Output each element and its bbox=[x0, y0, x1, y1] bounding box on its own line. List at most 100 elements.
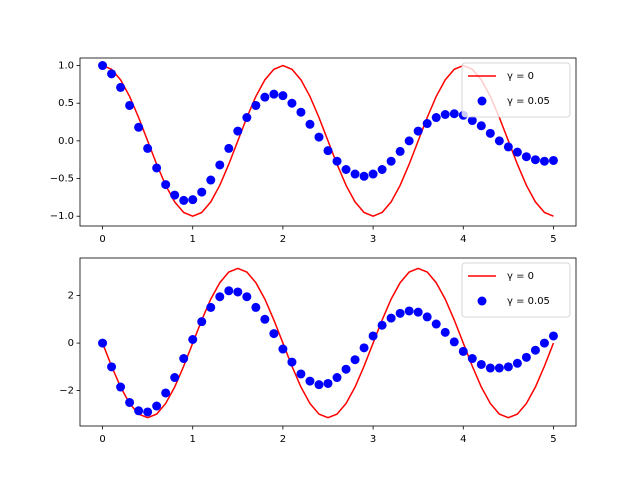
point bbox=[404, 306, 414, 316]
legend-label: γ = 0 bbox=[507, 71, 534, 82]
point bbox=[305, 376, 315, 386]
y-tick-label: 0.0 bbox=[58, 136, 74, 147]
point bbox=[269, 329, 279, 339]
x-tick-label: 1 bbox=[190, 234, 196, 245]
point bbox=[548, 155, 558, 165]
point bbox=[152, 401, 162, 411]
legend-swatch bbox=[477, 296, 487, 306]
point bbox=[161, 388, 171, 398]
x-tick-label: 2 bbox=[280, 434, 286, 445]
point bbox=[341, 164, 351, 174]
x-tick-label: 0 bbox=[99, 434, 105, 445]
point bbox=[188, 335, 198, 345]
point bbox=[467, 354, 477, 364]
point bbox=[485, 128, 495, 138]
point bbox=[287, 98, 297, 108]
point bbox=[440, 327, 450, 337]
x-tick-label: 4 bbox=[460, 234, 466, 245]
point bbox=[116, 82, 126, 92]
y-tick-label: −2 bbox=[59, 386, 74, 397]
point bbox=[143, 407, 153, 417]
point bbox=[530, 155, 540, 165]
point bbox=[233, 126, 243, 136]
point bbox=[287, 357, 297, 367]
x-tick-label: 3 bbox=[370, 234, 376, 245]
point bbox=[503, 362, 513, 372]
point bbox=[449, 109, 459, 119]
point bbox=[512, 147, 522, 157]
point bbox=[548, 331, 558, 341]
point bbox=[332, 156, 342, 166]
point bbox=[494, 363, 504, 373]
point bbox=[296, 369, 306, 379]
x-tick-label: 3 bbox=[370, 434, 376, 445]
point bbox=[188, 195, 198, 205]
point bbox=[98, 61, 108, 71]
x-tick-label: 2 bbox=[280, 234, 286, 245]
point bbox=[206, 302, 216, 312]
point bbox=[440, 110, 450, 120]
point bbox=[359, 171, 369, 181]
legend-label: γ = 0.05 bbox=[507, 296, 550, 307]
point bbox=[233, 287, 243, 297]
point bbox=[449, 337, 459, 347]
point bbox=[494, 136, 504, 146]
point bbox=[296, 107, 306, 117]
point bbox=[134, 122, 144, 132]
y-tick-label: 1.0 bbox=[58, 61, 74, 72]
point bbox=[539, 156, 549, 166]
point bbox=[314, 380, 324, 390]
point bbox=[431, 319, 441, 329]
point bbox=[242, 113, 252, 123]
point bbox=[161, 180, 171, 190]
point bbox=[395, 308, 405, 318]
point bbox=[224, 143, 234, 153]
point bbox=[368, 169, 378, 179]
point bbox=[260, 314, 270, 324]
point bbox=[215, 292, 225, 302]
legend-label: γ = 0 bbox=[507, 271, 534, 282]
point bbox=[332, 373, 342, 383]
point bbox=[539, 338, 549, 348]
point bbox=[368, 331, 378, 341]
point bbox=[458, 346, 468, 356]
point bbox=[251, 100, 261, 110]
y-tick-label: 0.5 bbox=[58, 98, 74, 109]
point bbox=[386, 156, 396, 166]
point bbox=[197, 187, 207, 197]
point bbox=[323, 378, 333, 388]
point bbox=[323, 146, 333, 156]
point bbox=[206, 175, 216, 185]
y-tick-label: −0.5 bbox=[50, 174, 74, 185]
point bbox=[134, 406, 144, 416]
point bbox=[395, 146, 405, 156]
point bbox=[152, 163, 162, 173]
point bbox=[314, 132, 324, 142]
point bbox=[242, 292, 252, 302]
point bbox=[476, 359, 486, 369]
x-tick-label: 1 bbox=[190, 434, 196, 445]
point bbox=[116, 382, 126, 392]
point bbox=[350, 169, 360, 179]
legend-label: γ = 0.05 bbox=[507, 96, 550, 107]
point bbox=[107, 69, 117, 79]
point bbox=[98, 338, 108, 348]
x-tick-label: 0 bbox=[99, 234, 105, 245]
point bbox=[512, 358, 522, 368]
point bbox=[341, 364, 351, 374]
point bbox=[179, 354, 189, 364]
point bbox=[215, 160, 225, 170]
point bbox=[170, 373, 180, 383]
x-tick-label: 5 bbox=[550, 434, 556, 445]
point bbox=[422, 312, 432, 322]
axes-frame bbox=[79, 57, 577, 227]
point bbox=[269, 89, 279, 99]
y-tick-label: 0 bbox=[68, 338, 74, 349]
point bbox=[413, 126, 423, 136]
point bbox=[503, 142, 513, 152]
point bbox=[377, 164, 387, 174]
point bbox=[305, 119, 315, 129]
point bbox=[143, 143, 153, 153]
y-tick-label: 2 bbox=[68, 291, 74, 302]
point bbox=[350, 355, 360, 365]
